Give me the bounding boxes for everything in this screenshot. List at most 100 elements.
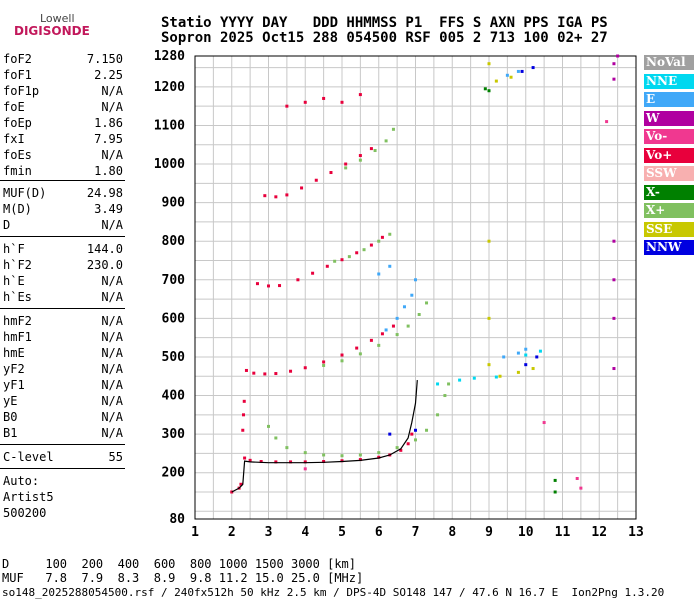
- param-value: N/A: [101, 362, 123, 376]
- data-point: [487, 89, 491, 93]
- x-tick-label: 12: [591, 525, 607, 540]
- x-tick-label: 4: [301, 525, 309, 540]
- data-point: [436, 382, 440, 386]
- data-point: [362, 248, 366, 252]
- data-point: [344, 166, 348, 170]
- param-label: yF2: [3, 362, 25, 376]
- data-point: [395, 316, 399, 320]
- data-point: [274, 436, 278, 440]
- data-point: [296, 278, 300, 282]
- param-label: h`F2: [3, 258, 32, 272]
- data-point: [406, 442, 410, 446]
- param-label: M(D): [3, 202, 32, 216]
- data-point: [242, 413, 246, 417]
- param-value: N/A: [101, 426, 123, 440]
- y-tick-label: 700: [162, 273, 186, 288]
- data-point: [395, 446, 399, 450]
- x-tick-label: 11: [555, 525, 571, 540]
- data-point: [303, 451, 307, 455]
- data-point: [344, 162, 348, 166]
- x-tick-label: 9: [485, 525, 493, 540]
- param-label: foF1: [3, 68, 32, 82]
- param-label: foF1p: [3, 84, 40, 98]
- data-point: [575, 476, 579, 480]
- x-tick-label: 10: [518, 525, 534, 540]
- data-point: [325, 264, 329, 268]
- data-point: [524, 353, 528, 357]
- data-point: [487, 239, 491, 243]
- param-label: D: [3, 218, 11, 232]
- param-label: h`E: [3, 274, 25, 288]
- param-label: h`Es: [3, 290, 32, 304]
- param-label: C-level: [3, 450, 54, 464]
- data-point: [410, 432, 414, 436]
- data-point: [458, 378, 462, 382]
- data-point: [535, 355, 539, 359]
- header-line-2: Sopron 2025 Oct15 288 054500 RSF 005 2 7…: [161, 30, 608, 46]
- x-tick-label: 6: [375, 525, 383, 540]
- data-point: [487, 363, 491, 367]
- data-point: [605, 120, 609, 124]
- data-point: [377, 272, 381, 276]
- param-value: 7.95: [94, 132, 123, 146]
- data-point: [289, 460, 293, 464]
- data-point: [612, 367, 616, 371]
- muf-row: MUF 7.8 7.9 8.3 8.9 9.8 11.2 15.0 25.0 […: [2, 571, 364, 585]
- data-point: [289, 369, 293, 373]
- data-point: [612, 316, 616, 320]
- separator: [0, 468, 125, 469]
- data-point: [612, 239, 616, 243]
- param-yf1: yF1 N/A: [3, 378, 123, 394]
- d-row: D 100 200 400 600 800 1000 1500 3000 [km…: [2, 557, 357, 571]
- param-value: N/A: [101, 394, 123, 408]
- y-tick-label: 400: [162, 389, 186, 404]
- data-point: [494, 79, 498, 83]
- data-point: [443, 394, 447, 398]
- data-point: [377, 239, 381, 243]
- data-point: [322, 453, 326, 457]
- param-fof1p: foF1p N/A: [3, 84, 123, 100]
- param-label: MUF(D): [3, 186, 47, 200]
- data-point: [358, 453, 362, 457]
- param-label: fxI: [3, 132, 25, 146]
- data-point: [358, 158, 362, 162]
- data-point: [274, 372, 278, 376]
- data-point: [377, 455, 381, 459]
- y-tick-label: 1100: [154, 118, 185, 133]
- param-label: foEp: [3, 116, 32, 130]
- data-point: [248, 458, 252, 462]
- data-point: [300, 186, 304, 190]
- data-point: [358, 93, 362, 97]
- data-point: [472, 376, 476, 380]
- data-point: [314, 178, 318, 182]
- data-point: [243, 456, 247, 460]
- header-line-1: Statio YYYY DAY DDD HHMMSS P1 FFS S AXN …: [161, 15, 608, 31]
- data-point: [358, 458, 362, 462]
- param-foes: foEs N/A: [3, 148, 123, 164]
- param-clevel: C-level 55: [3, 450, 123, 466]
- param-value: 144.0: [86, 242, 123, 256]
- y-tick-label: 80: [169, 512, 185, 527]
- param-value: N/A: [101, 378, 123, 392]
- param-label: hmF1: [3, 330, 32, 344]
- param-label: hmE: [3, 346, 25, 360]
- x-tick-label: 13: [628, 525, 644, 540]
- param-hmf2: hmF2 N/A: [3, 314, 123, 330]
- data-point: [498, 374, 502, 378]
- data-point: [369, 338, 373, 342]
- param-foe: foE N/A: [3, 100, 123, 116]
- param-label: hmF2: [3, 314, 32, 328]
- data-point: [436, 413, 440, 417]
- param-value: N/A: [101, 274, 123, 288]
- data-point: [516, 351, 520, 355]
- data-point: [399, 448, 403, 452]
- x-tick-label: 2: [228, 525, 236, 540]
- data-point: [239, 482, 243, 486]
- data-point: [347, 255, 351, 259]
- param-hf2: h`F2 230.0: [3, 258, 123, 274]
- data-point: [263, 372, 267, 376]
- data-point: [425, 428, 429, 432]
- param-value: N/A: [101, 290, 123, 304]
- param-hes: h`Es N/A: [3, 290, 123, 306]
- param-mufd: MUF(D) 24.98: [3, 186, 123, 202]
